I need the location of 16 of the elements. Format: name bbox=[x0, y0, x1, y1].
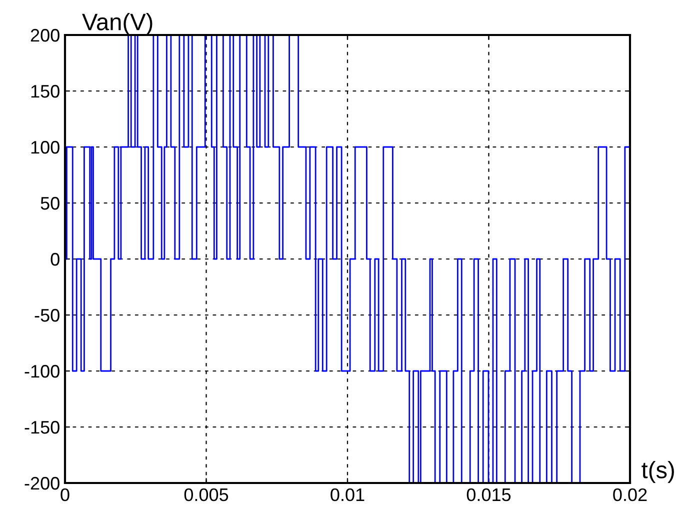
y-tick-label: 150 bbox=[31, 84, 60, 98]
y-tick-label: -150 bbox=[24, 420, 60, 434]
x-tick-label: 0.015 bbox=[466, 488, 511, 502]
y-axis-title: Van(V) bbox=[82, 12, 152, 35]
y-tick-label: 200 bbox=[30, 28, 60, 42]
y-tick-label: -200 bbox=[24, 476, 60, 490]
y-tick-label: -50 bbox=[34, 308, 60, 322]
x-tick-label: 0.005 bbox=[184, 488, 228, 502]
y-tick-label: 50 bbox=[40, 196, 60, 210]
x-axis-title: t(s) bbox=[642, 460, 674, 483]
y-tick-label: 0 bbox=[50, 252, 60, 266]
x-tick-label: 0.02 bbox=[613, 488, 647, 502]
x-tick-label: 0.01 bbox=[330, 488, 364, 502]
x-tick-label: 0 bbox=[60, 488, 70, 502]
y-tick-label: -100 bbox=[24, 364, 60, 378]
y-tick-label: 100 bbox=[31, 140, 60, 154]
